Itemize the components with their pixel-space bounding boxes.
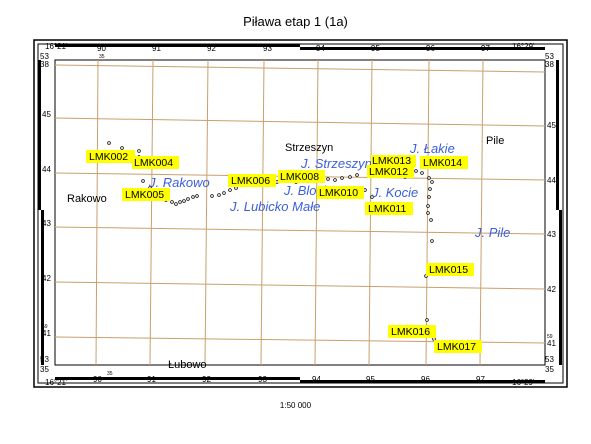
svg-text:LMK004: LMK004: [134, 157, 173, 169]
grid-x-top-97: 97: [481, 44, 490, 53]
grid-y-right-44: 44: [547, 176, 556, 185]
svg-text:LMK017: LMK017: [437, 341, 476, 353]
grid-x-bottom-93: 93: [258, 375, 267, 384]
corner-lon-left-top: 16°21': [45, 42, 68, 51]
grid-y-right-42: 42: [547, 285, 556, 294]
lake-kocie: J. Kocie: [371, 185, 418, 200]
svg-text:LMK014: LMK014: [423, 157, 462, 169]
place-names: Strzeszyn Rakowo Pile Łubowo: [67, 135, 504, 371]
station-lmk014: LMK014: [420, 156, 468, 169]
corner-lon-right-top: 16°29': [512, 42, 535, 51]
map-title: Piława etap 1 (1a): [243, 14, 348, 29]
lake-names: J. Łakie J. Strzeszyn J. Rakowo J. Bloch…: [148, 141, 510, 240]
scale-label: 1:50 000: [279, 401, 312, 410]
svg-text:LMK012: LMK012: [369, 166, 408, 178]
grid-x-bottom-95: 95: [366, 375, 375, 384]
grid-y-right-43: 43: [547, 230, 556, 239]
station-lmk006: LMK006: [228, 174, 276, 187]
grid-x-bottom-96: 96: [421, 375, 430, 384]
svg-text:LMK008: LMK008: [280, 171, 319, 183]
station-lmk008: LMK008: [278, 170, 325, 183]
corner-lat-top-right-min: 38: [545, 60, 554, 69]
grid-y-right-45: 45: [547, 121, 556, 130]
svg-text:LMK002: LMK002: [89, 151, 128, 163]
corner-lat-top-right: 53: [545, 52, 554, 61]
svg-text:LMK016: LMK016: [391, 326, 430, 338]
station-lmk010: LMK010: [317, 186, 364, 199]
station-lmk005: LMK005: [122, 188, 170, 201]
corner-lat-bottom-left: 53: [40, 355, 49, 364]
lake-rakowo: J. Rakowo: [148, 175, 210, 190]
grid-y-left-43: 43: [42, 219, 51, 228]
grid-x-top-96: 96: [426, 44, 435, 53]
grid-y-right-41: 41: [547, 339, 556, 348]
corner-lat-bottom-left-min: 35: [40, 365, 49, 374]
grid-x-top-90: 90: [97, 44, 106, 53]
corner-lon-left-bottom: 16°21': [45, 378, 68, 387]
grid-y-left-44: 44: [42, 165, 51, 174]
station-lmk004: LMK004: [132, 156, 179, 169]
place-lubowo: Łubowo: [168, 359, 207, 371]
corner-lon-right-bottom: 16°29': [512, 378, 535, 387]
svg-text:LMK010: LMK010: [319, 187, 358, 199]
grid-x-top-92: 92: [207, 44, 216, 53]
grid-x-bottom-90: 90: [93, 375, 102, 384]
grid-x-bottom-91: 91: [147, 375, 156, 384]
lake-lubicko-male: J. Lubicko Małe: [229, 199, 320, 214]
corner-lat-bottom-right-min: 35: [545, 365, 554, 374]
svg-text:LMK013: LMK013: [372, 155, 411, 167]
place-pile: Pile: [486, 135, 504, 147]
station-lmk016: LMK016: [388, 325, 436, 338]
svg-text:LMK005: LMK005: [125, 189, 164, 201]
place-strzeszyn: Strzeszyn: [285, 142, 333, 154]
map-area-border: [54, 59, 546, 366]
corner-lat-bottom-right: 53: [545, 355, 554, 364]
lake-lakie: J. Łakie: [409, 141, 455, 156]
lake-strzeszyn: J. Strzeszyn: [300, 156, 372, 171]
svg-text:LMK011: LMK011: [368, 203, 406, 215]
corner-lat-top-left-min: 38: [40, 60, 49, 69]
station-lmk002: LMK002: [86, 150, 135, 163]
grid-x-top-small: 35: [99, 54, 105, 60]
station-lmk017: LMK017: [434, 340, 482, 353]
frame-labels: 16°21' 16°29' 16°21' 16°29' 53 38 53 38 …: [40, 42, 556, 387]
grid-x-bottom-small: 35: [107, 371, 113, 377]
grid-x-bottom-92: 92: [202, 375, 211, 384]
grid-x-top-94: 94: [316, 44, 325, 53]
station-lmk013: LMK013: [371, 155, 416, 167]
outer-frame: [33, 39, 568, 388]
place-rakowo: Rakowo: [67, 193, 107, 205]
grid-y-left-45: 45: [42, 110, 51, 119]
grid-x-top-95: 95: [371, 44, 380, 53]
grid-y-left-42: 42: [42, 274, 51, 283]
lake-pile: J. Pile: [474, 225, 510, 240]
grid-y-right-small: 59: [547, 334, 553, 340]
grid-x-bottom-94: 94: [312, 375, 321, 384]
grid-x-top-91: 91: [152, 44, 161, 53]
grid-y-left-41: 41: [42, 329, 51, 338]
station-lmk011: LMK011: [365, 202, 413, 215]
grid-x-top-93: 93: [263, 44, 272, 53]
station-lmk015: LMK015: [426, 263, 474, 276]
corner-lat-top-left: 53: [40, 52, 49, 61]
grid-y-left-small: 59: [42, 324, 48, 330]
station-lmk012: LMK012: [367, 165, 414, 178]
station-labels: LMK002 LMK004 LMK005 LMK006 LMK008 LMK01…: [86, 150, 482, 353]
grid-x-bottom-97: 97: [476, 375, 485, 384]
svg-text:LMK015: LMK015: [429, 264, 468, 276]
svg-text:LMK006: LMK006: [231, 175, 270, 187]
neatline-scale-bars: [38, 44, 562, 383]
